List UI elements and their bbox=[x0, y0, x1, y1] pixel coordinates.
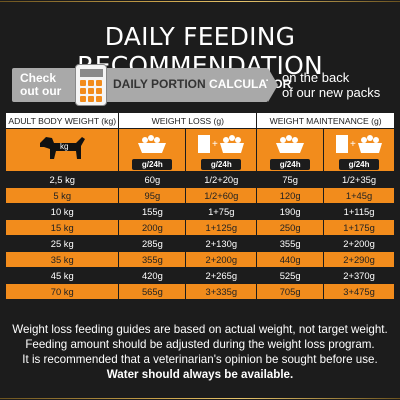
body-weight-cell: 25 kg bbox=[4, 235, 120, 252]
can-plus-bowl-icon: + bbox=[198, 134, 245, 153]
portion-cell: 525g bbox=[256, 267, 325, 284]
feeding-table: ADULT BODY WEIGHT (kg) WEIGHT LOSS (g) W… bbox=[4, 112, 395, 300]
table-row: 45 kg 420g 2+265g 525g 2+370g bbox=[4, 267, 395, 284]
back-line-1: on the back bbox=[282, 70, 350, 85]
portion-cell: 75g bbox=[256, 171, 325, 188]
portion-cell: 565g bbox=[118, 283, 187, 300]
can-plus-bowl-icon: + bbox=[336, 134, 383, 153]
body-weight-cell: 2,5 kg bbox=[4, 171, 120, 188]
body-weight-cell: 15 kg bbox=[4, 219, 120, 236]
portion-cell: 705g bbox=[256, 283, 325, 300]
portion-cell: 1/2+20g bbox=[185, 171, 258, 188]
table-icon-row: kg g/24h + g/24h g/24h bbox=[4, 128, 395, 172]
table-row: 2,5 kg 60g 1/2+20g 75g 1/2+35g bbox=[4, 171, 395, 188]
portion-cell: 250g bbox=[256, 219, 325, 236]
portion-cell: 1/2+60g bbox=[185, 187, 258, 204]
body-weight-cell: 35 kg bbox=[4, 251, 120, 268]
table-row: 35 kg 355g 2+200g 440g 2+290g bbox=[4, 251, 395, 268]
portion-cell: 355g bbox=[256, 235, 325, 252]
check-line-1: Check bbox=[20, 71, 57, 85]
portion-cell: 95g bbox=[118, 187, 187, 204]
portion-cell: 1+75g bbox=[185, 203, 258, 220]
banner-arrow bbox=[268, 68, 278, 102]
svg-text:+: + bbox=[212, 139, 218, 150]
portion-cell: 1/2+35g bbox=[323, 171, 395, 188]
calculator-banner: Check out our DAILY PORTION CALCULATOR o… bbox=[0, 64, 400, 108]
header-weight-loss: WEIGHT LOSS (g) bbox=[118, 112, 258, 129]
footer-notes: Weight loss feeding guides are based on … bbox=[0, 322, 400, 382]
loss-mixed-per-day-label: g/24h bbox=[201, 158, 242, 170]
check-line-2: out our bbox=[20, 84, 62, 98]
portion-cell: 2+200g bbox=[185, 251, 258, 268]
portion-cell: 1+45g bbox=[323, 187, 395, 204]
bottom-gold-border bbox=[0, 398, 400, 399]
dog-icon: kg bbox=[40, 137, 86, 159]
loss-bowl-cell: g/24h bbox=[118, 128, 187, 172]
daily-portion-text: DAILY PORTION bbox=[113, 77, 206, 91]
feeding-table-body: 2,5 kg 60g 1/2+20g 75g 1/2+35g 5 kg 95g 1/2+60g… bbox=[4, 171, 395, 300]
calculator-icon bbox=[75, 64, 107, 106]
footer-line-3: It is recommended that a veterinarian's … bbox=[22, 353, 378, 366]
body-weight-cell: 5 kg bbox=[4, 187, 120, 204]
header-body-weight: ADULT BODY WEIGHT (kg) bbox=[4, 112, 120, 129]
dog-cell: kg bbox=[4, 128, 120, 172]
table-header-row: ADULT BODY WEIGHT (kg) WEIGHT LOSS (g) W… bbox=[4, 112, 395, 129]
header-weight-maintenance: WEIGHT MAINTENANCE (g) bbox=[256, 112, 395, 129]
footer-line-2: Feeding amount should be adjusted during… bbox=[25, 338, 375, 351]
table-row: 10 kg 155g 1+75g 190g 1+115g bbox=[4, 203, 395, 220]
portion-cell: 3+475g bbox=[323, 283, 395, 300]
portion-cell: 420g bbox=[118, 267, 187, 284]
maint-can-bowl-cell: + g/24h bbox=[323, 128, 395, 172]
back-line-2: of our new packs bbox=[282, 85, 381, 100]
footer-line-4: Water should always be available. bbox=[106, 368, 294, 381]
portion-cell: 200g bbox=[118, 219, 187, 236]
loss-can-bowl-cell: + g/24h bbox=[185, 128, 258, 172]
top-gold-border bbox=[0, 1, 400, 2]
portion-cell: 355g bbox=[118, 251, 187, 268]
bowl-icon bbox=[276, 134, 305, 153]
calculator-text: CALCULATOR bbox=[209, 77, 292, 91]
maint-bowl-cell: g/24h bbox=[256, 128, 325, 172]
maint-per-day-label: g/24h bbox=[270, 158, 311, 170]
table-row: 70 kg 565g 3+335g 705g 3+475g bbox=[4, 283, 395, 300]
body-weight-cell: 10 kg bbox=[4, 203, 120, 220]
back-of-pack-text: on the back of our new packs bbox=[282, 70, 380, 100]
portion-cell: 1+125g bbox=[185, 219, 258, 236]
portion-cell: 2+130g bbox=[185, 235, 258, 252]
portion-cell: 155g bbox=[118, 203, 187, 220]
portion-cell: 3+335g bbox=[185, 283, 258, 300]
table-row: 5 kg 95g 1/2+60g 120g 1+45g bbox=[4, 187, 395, 204]
portion-cell: 60g bbox=[118, 171, 187, 188]
portion-cell: 440g bbox=[256, 251, 325, 268]
portion-cell: 2+290g bbox=[323, 251, 395, 268]
daily-portion-calculator-label: DAILY PORTION CALCULATOR bbox=[113, 77, 291, 91]
portion-cell: 285g bbox=[118, 235, 187, 252]
portion-cell: 2+200g bbox=[323, 235, 395, 252]
calculator-banner-bg bbox=[12, 68, 268, 102]
footer-line-1: Weight loss feeding guides are based on … bbox=[12, 323, 388, 336]
maint-mixed-per-day-label: g/24h bbox=[339, 158, 380, 170]
portion-cell: 1+175g bbox=[323, 219, 395, 236]
table-row: 15 kg 200g 1+125g 250g 1+175g bbox=[4, 219, 395, 236]
dog-kg-label: kg bbox=[60, 142, 68, 151]
check-out-text: Check out our bbox=[20, 72, 61, 98]
bowl-icon bbox=[138, 134, 167, 153]
portion-cell: 1+115g bbox=[323, 203, 395, 220]
loss-per-day-label: g/24h bbox=[132, 158, 173, 170]
portion-cell: 2+265g bbox=[185, 267, 258, 284]
portion-cell: 120g bbox=[256, 187, 325, 204]
table-row: 25 kg 285g 2+130g 355g 2+200g bbox=[4, 235, 395, 252]
portion-cell: 2+370g bbox=[323, 267, 395, 284]
body-weight-cell: 45 kg bbox=[4, 267, 120, 284]
body-weight-cell: 70 kg bbox=[4, 283, 120, 300]
svg-text:+: + bbox=[350, 139, 356, 150]
portion-cell: 190g bbox=[256, 203, 325, 220]
